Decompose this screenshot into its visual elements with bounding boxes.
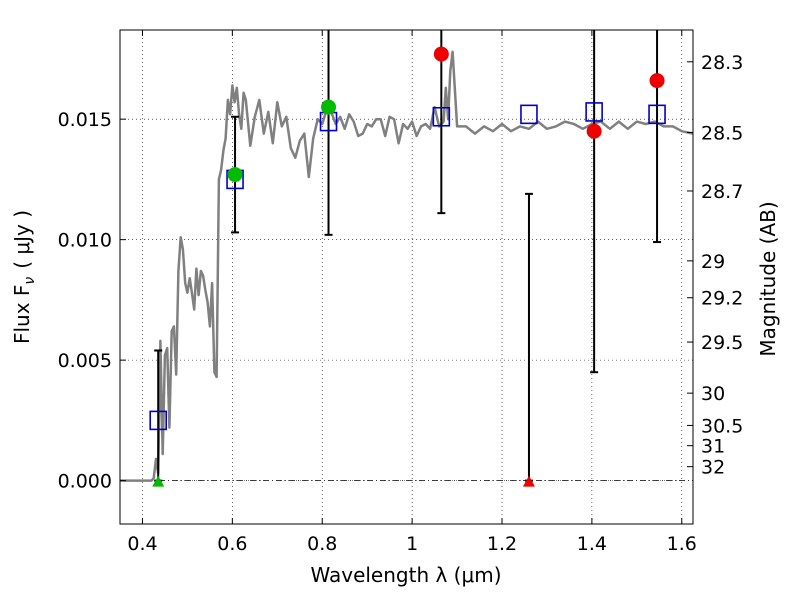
observed-point	[649, 73, 665, 89]
model-point	[520, 104, 538, 125]
plot-frame	[119, 29, 694, 525]
x-tick-label: 1.2	[487, 533, 517, 555]
y2-tick-label: 31	[701, 436, 725, 458]
y2-axis-label: Magnitude (AB)	[756, 201, 780, 356]
y-tick-label: 0.000	[58, 471, 112, 493]
x-axis-ticks: 0.4 0.6 0.8 1 1.2 1.4 1.6	[127, 30, 697, 555]
observed-point	[227, 167, 243, 183]
x-axis-label: Wavelength λ (μm)	[310, 563, 501, 587]
observed-photometry	[152, 46, 665, 487]
model-point	[585, 102, 603, 122]
y2-tick-label: 30	[701, 383, 725, 405]
y2-tick-label: 28.3	[701, 52, 743, 74]
sed-spectrum-line	[120, 50, 693, 482]
y-axis-label: Flux Fν ( μJy )	[10, 210, 38, 344]
y-axis-label-subscript: ν	[22, 277, 38, 285]
model-point	[648, 104, 666, 125]
model-point	[432, 106, 451, 127]
x-tick-label: 1.6	[667, 533, 697, 555]
grid	[120, 30, 693, 524]
model-point	[149, 410, 167, 431]
y-tick-label: 0.005	[58, 350, 112, 372]
x-tick-label: 0.4	[127, 533, 157, 555]
model-photometry	[149, 102, 666, 431]
x-tick-label: 1.4	[577, 533, 607, 555]
y2-tick-label: 32	[701, 457, 725, 479]
y-axis-label-unit: ( μJy )	[10, 210, 34, 269]
y-axis-ticks: 0.000 0.005 0.010 0.015	[58, 109, 126, 493]
y-tick-label: 0.015	[58, 109, 112, 131]
y-axis-label-text: Flux F	[10, 285, 34, 344]
observed-point	[433, 46, 449, 62]
upper-limit-marker	[522, 475, 535, 487]
x-tick-label: 0.6	[217, 533, 247, 555]
svg-text:Flux Fν( μJy ): Flux Fν ( μJy )	[10, 210, 38, 344]
observed-point	[586, 123, 602, 139]
y-tick-label: 0.010	[58, 230, 112, 252]
error-bars	[154, 30, 662, 482]
sed-spectrum	[120, 50, 693, 482]
observed-point	[321, 99, 337, 115]
x-tick-label: 1	[406, 533, 418, 555]
y2-tick-label: 28.7	[701, 181, 743, 203]
y2-tick-label: 30.5	[701, 415, 743, 437]
y2-tick-label: 29.5	[701, 332, 743, 354]
y2-tick-label: 29	[701, 251, 725, 273]
y2-tick-label: 29.2	[701, 288, 743, 310]
y2-tick-label: 28.5	[701, 122, 743, 144]
x-tick-label: 0.8	[307, 533, 337, 555]
upper-limit-marker	[152, 475, 165, 487]
